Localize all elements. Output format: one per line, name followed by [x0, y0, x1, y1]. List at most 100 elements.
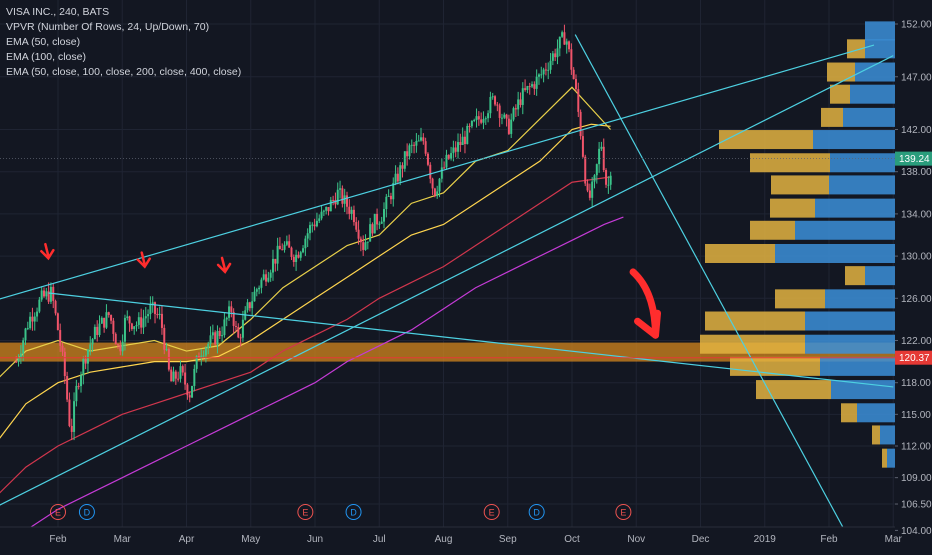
indicator-vpvr[interactable]: VPVR (Number Of Rows, 24, Up/Down, 70)	[6, 21, 210, 33]
candle-body	[142, 318, 145, 328]
candle-body	[401, 165, 404, 169]
trendline-steep-down-line[interactable]	[574, 34, 867, 555]
vp-bar-up	[827, 62, 855, 82]
trendline-lower-channel[interactable]	[0, 55, 894, 515]
candle-body	[482, 119, 485, 123]
candle-body	[181, 366, 184, 373]
candle-body	[302, 248, 305, 253]
candle-body	[315, 220, 318, 227]
candle-body	[544, 69, 547, 71]
trendline-upper-channel[interactable]	[0, 44, 875, 319]
candle-body	[593, 175, 596, 182]
candle-body	[77, 385, 80, 387]
candle-body	[433, 188, 436, 196]
candle-body	[130, 323, 133, 330]
candle-body	[547, 69, 550, 71]
candle-body	[154, 302, 157, 315]
candle-body	[457, 142, 460, 152]
candle-body	[556, 48, 559, 58]
candle-body	[177, 378, 180, 380]
vp-bar-up	[770, 198, 815, 218]
candle-body	[151, 302, 154, 305]
candle-body	[327, 207, 330, 212]
time-tick-label: May	[241, 534, 260, 545]
candle-body	[366, 241, 369, 243]
earnings-marker[interactable]	[615, 504, 632, 520]
indicator-ema-50[interactable]: EMA (50, close)	[6, 36, 81, 48]
candle-body	[334, 200, 337, 205]
candle-body	[195, 356, 198, 369]
candle-body	[524, 88, 527, 90]
vp-bar-up	[872, 425, 880, 445]
ema-100-line	[0, 123, 611, 439]
symbol-title[interactable]: VISA INC., 240, BATS	[6, 6, 110, 18]
candle-body	[202, 355, 205, 357]
candle-body	[292, 256, 295, 262]
candle-body	[313, 224, 316, 227]
earnings-marker[interactable]	[297, 504, 314, 520]
price-tick-label: 142.00	[901, 125, 932, 136]
candle-body	[26, 328, 29, 330]
candle-body	[218, 330, 221, 336]
candle-body	[452, 147, 455, 154]
candle-body	[59, 330, 62, 346]
trendline-descending-line[interactable]	[48, 292, 894, 388]
candle-body	[299, 252, 302, 258]
candle-body	[165, 349, 168, 351]
time-axis[interactable]: Feb Mar Apr May Jun Jul Aug Sep Oct Nov Dec 2019 Feb…	[0, 526, 903, 550]
candle-body	[140, 317, 143, 328]
trendlines[interactable]	[0, 34, 894, 555]
candle-body	[204, 348, 207, 356]
arrow-down-icon	[136, 251, 151, 269]
earnings-marker[interactable]	[483, 504, 500, 520]
vp-bar-up	[841, 403, 857, 423]
candle-body	[114, 333, 117, 345]
candle-body	[70, 425, 73, 432]
candle-body	[93, 326, 96, 340]
candle-body	[341, 188, 344, 204]
earnings-marker[interactable]	[50, 504, 66, 520]
candle-body	[255, 289, 258, 292]
dividend-marker[interactable]	[345, 504, 362, 520]
candle-body	[214, 332, 217, 345]
candle-body	[135, 324, 138, 327]
dividend-marker[interactable]	[78, 504, 95, 520]
time-tick-label: Jul	[373, 534, 386, 545]
price-tick-label: 118.00	[901, 378, 931, 389]
price-axis[interactable]: 152.00 147.00 142.00 138.00 134.00 130.00 126.…	[895, 0, 932, 555]
vp-bar-up	[700, 334, 805, 354]
candle-body	[607, 184, 610, 186]
price-candles	[15, 24, 612, 441]
candle-body	[63, 351, 66, 377]
candle-body	[283, 244, 286, 250]
candle-body	[100, 317, 103, 324]
vp-bar-down	[887, 448, 895, 468]
price-tick-label: 109.00	[901, 473, 932, 484]
indicator-ema-multi[interactable]: EMA (50, close, 100, close, 200, close, …	[6, 66, 242, 78]
candle-body	[383, 209, 386, 222]
event-marker-label: D	[84, 508, 91, 518]
candle-body	[422, 137, 425, 142]
candle-body	[262, 274, 265, 280]
candle-body	[595, 164, 598, 176]
dividend-marker[interactable]	[528, 504, 545, 520]
candle-body	[399, 165, 402, 182]
candle-body	[121, 341, 124, 352]
candle-body	[318, 218, 321, 221]
annotation-arrows	[40, 242, 662, 339]
candle-body	[521, 88, 524, 105]
candle-body	[415, 140, 418, 146]
indicator-ema-100[interactable]: EMA (100, close)	[6, 51, 86, 63]
candle-body	[584, 156, 587, 184]
candle-body	[61, 345, 64, 352]
candle-body	[466, 125, 469, 145]
candle-body	[320, 211, 323, 219]
candle-body	[38, 299, 41, 312]
candle-body	[443, 167, 446, 169]
candle-body	[160, 313, 163, 328]
candle-body	[551, 53, 554, 61]
candle-body	[332, 199, 335, 201]
